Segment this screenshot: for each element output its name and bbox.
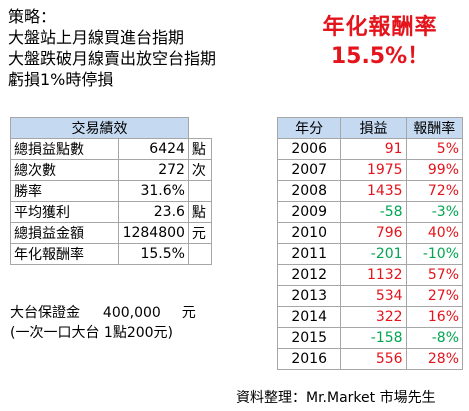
performance-label: 總損益金額 (9, 222, 120, 244)
pl-cell: -201 (340, 243, 407, 265)
year-cell: 2010 (276, 222, 342, 244)
margin-label: 大台保證金 (10, 305, 80, 321)
yearly-row: 2012 1132 57% (276, 264, 464, 286)
performance-value: 23.6 (118, 201, 189, 223)
strategy-line-stoploss: 虧損1%時停損 (8, 70, 114, 89)
performance-label: 年化報酬率 (9, 243, 120, 265)
performance-value: 272 (118, 159, 189, 181)
year-cell: 2009 (276, 201, 342, 223)
performance-unit: 元 (187, 222, 213, 244)
performance-value: 15.5% (118, 243, 189, 265)
yearly-table-header: 年分 損益 報酬率 (276, 117, 464, 139)
performance-row: 年化報酬率 15.5% (9, 243, 213, 265)
yearly-row: 2006 91 5% (276, 138, 464, 160)
performance-label: 總損益點數 (9, 138, 120, 160)
year-cell: 2006 (276, 138, 342, 160)
performance-row: 總損益點數 6424 點 (9, 138, 213, 160)
performance-unit: 點 (187, 201, 213, 223)
performance-label: 平均獲利 (9, 201, 120, 223)
return-cell: 99% (405, 159, 464, 181)
performance-row: 總損益金額 1284800 元 (9, 222, 213, 244)
performance-value: 6424 (118, 138, 189, 160)
year-cell: 2015 (276, 327, 342, 349)
return-cell: 57% (405, 264, 464, 286)
performance-label: 勝率 (9, 180, 120, 202)
header-pl: 損益 (340, 117, 407, 139)
performance-row: 總次數 272 次 (9, 159, 213, 181)
pl-cell: -158 (340, 327, 407, 349)
performance-row: 勝率 31.6% (9, 180, 213, 202)
margin-unit: 元 (181, 305, 196, 321)
margin-note: (一次一口大台 1點200元) (10, 325, 174, 341)
return-cell: 16% (405, 306, 464, 328)
strategy-line-buy: 大盤站上月線買進台指期 (8, 28, 185, 47)
margin-line: 大台保證金 400,000 元 (10, 303, 196, 323)
headline-label: 年化報酬率 (322, 15, 438, 40)
yearly-row: 2013 534 27% (276, 285, 464, 307)
performance-header-cell: 交易績效 (10, 117, 189, 139)
yearly-row: 2009 -58 -3% (276, 201, 464, 223)
pl-cell: 91 (340, 138, 407, 160)
data-credit: 資料整理：Mr.Market 市場先生 (236, 390, 436, 406)
year-cell: 2016 (276, 348, 342, 370)
pl-cell: 556 (340, 348, 407, 370)
yearly-row: 2008 1435 72% (276, 180, 464, 202)
return-cell: 27% (405, 285, 464, 307)
margin-info: 大台保證金 400,000 元 (一次一口大台 1點200元) (10, 303, 196, 343)
performance-unit: 次 (187, 159, 213, 181)
pl-cell: -58 (340, 201, 407, 223)
header-year: 年分 (276, 117, 342, 139)
performance-label: 總次數 (9, 159, 120, 181)
yearly-row: 2014 322 16% (276, 306, 464, 328)
strategy-block: 策略： 大盤站上月線買進台指期 大盤跌破月線賣出放空台指期 虧損1%時停損 (8, 6, 216, 90)
performance-value: 31.6% (118, 180, 189, 202)
yearly-row: 2015 -158 -8% (276, 327, 464, 349)
return-cell: -8% (405, 327, 464, 349)
performance-table: 交易績效 總損益點數 6424 點總次數 272 次勝率 31.6% 平均獲利 23.6 點總損… (9, 117, 213, 265)
performance-unit: 點 (187, 138, 213, 160)
performance-table-header: 交易績效 (10, 117, 212, 139)
year-cell: 2008 (276, 180, 342, 202)
annual-return-headline: 年化報酬率 15.5%！ (300, 14, 460, 72)
year-cell: 2012 (276, 264, 342, 286)
yearly-row: 2016 556 28% (276, 348, 464, 370)
year-cell: 2011 (276, 243, 342, 265)
strategy-line-sell: 大盤跌破月線賣出放空台指期 (8, 49, 217, 68)
performance-value: 1284800 (118, 222, 189, 244)
performance-unit (187, 243, 213, 265)
return-cell: 5% (405, 138, 464, 160)
header-blank-cell (187, 117, 212, 139)
pl-cell: 1975 (340, 159, 407, 181)
return-cell: 28% (405, 348, 464, 370)
return-cell: 72% (405, 180, 464, 202)
performance-row: 平均獲利 23.6 點 (9, 201, 213, 223)
return-cell: 40% (405, 222, 464, 244)
pl-cell: 796 (340, 222, 407, 244)
yearly-row: 2011 -201 -10% (276, 243, 464, 265)
pl-cell: 322 (340, 306, 407, 328)
yearly-row: 2007 1975 99% (276, 159, 464, 181)
performance-unit (187, 180, 213, 202)
return-cell: -3% (405, 201, 464, 223)
year-cell: 2013 (276, 285, 342, 307)
pl-cell: 1435 (340, 180, 407, 202)
year-cell: 2014 (276, 306, 342, 328)
pl-cell: 534 (340, 285, 407, 307)
yearly-returns-table: 年分 損益 報酬率 2006 91 5% 2007 1975 99% 2008 1435 72%… (276, 117, 464, 370)
yearly-row: 2010 796 40% (276, 222, 464, 244)
pl-cell: 1132 (340, 264, 407, 286)
return-cell: -10% (405, 243, 464, 265)
header-return: 報酬率 (405, 117, 464, 139)
headline-value: 15.5%！ (330, 44, 430, 69)
margin-amount: 400,000 (102, 305, 161, 321)
strategy-title: 策略： (8, 7, 57, 26)
year-cell: 2007 (276, 159, 342, 181)
